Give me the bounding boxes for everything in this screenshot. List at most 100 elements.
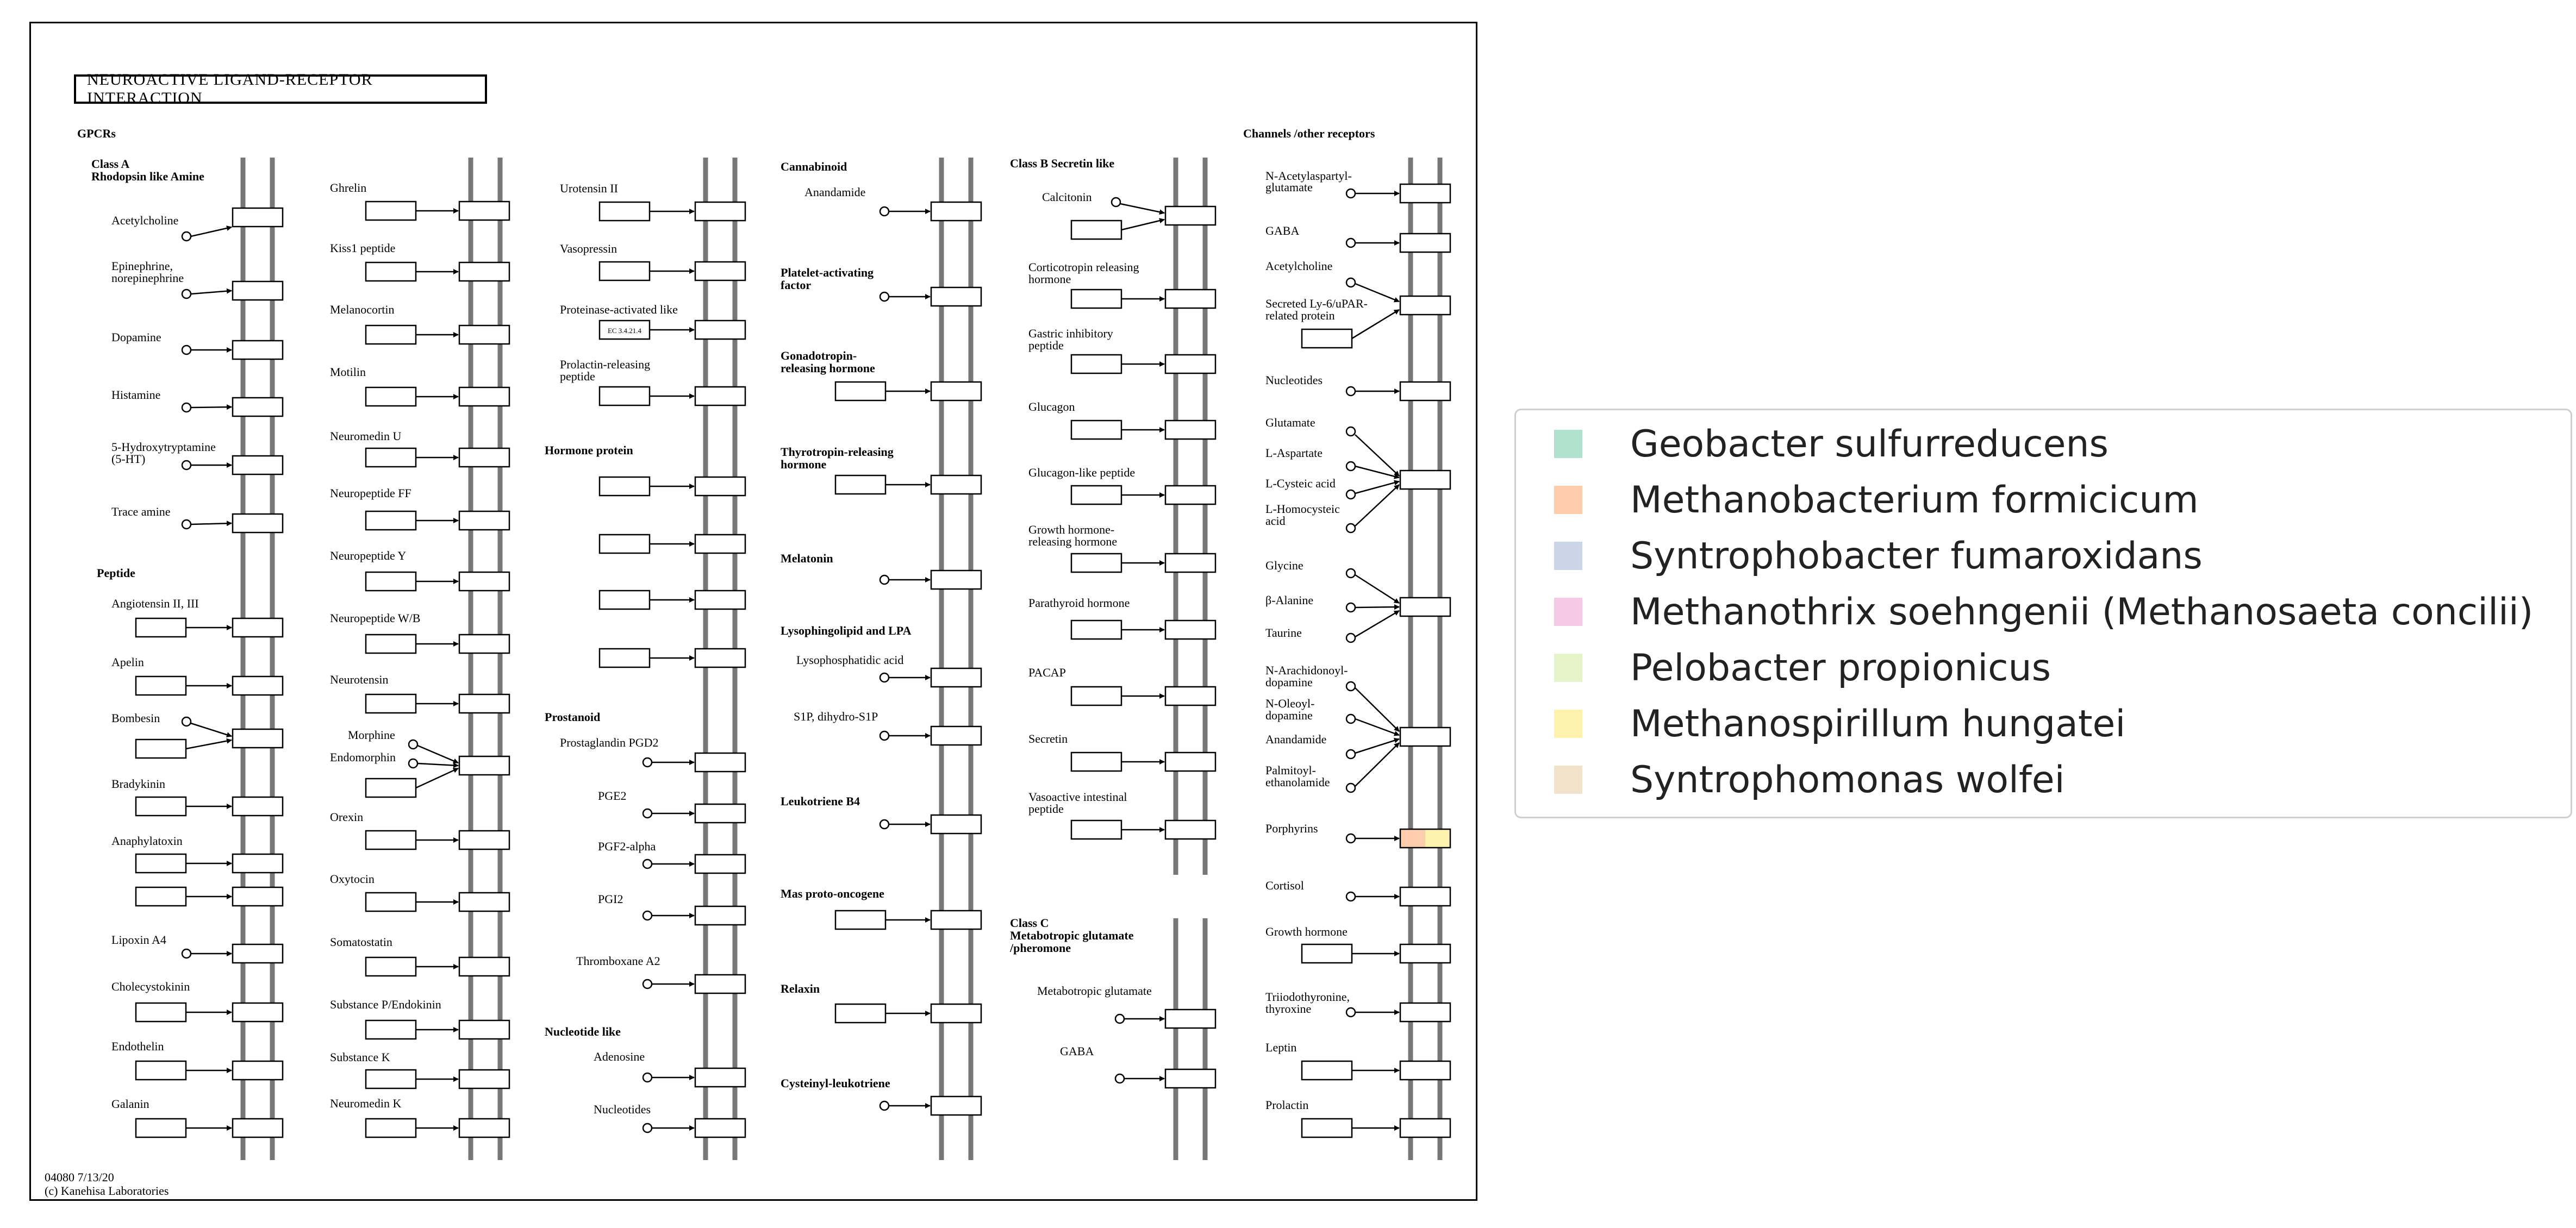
receptor-box bbox=[694, 974, 746, 994]
receptor-box bbox=[930, 201, 982, 222]
ligand-label: peptide bbox=[1028, 339, 1064, 352]
section-label: Cannabinoid bbox=[781, 160, 847, 173]
ligand-box bbox=[365, 510, 417, 531]
ligand-label: N-Arachidonoyl- bbox=[1265, 663, 1348, 677]
ligand-box bbox=[365, 693, 417, 714]
receptor-box bbox=[930, 569, 982, 590]
ligand-label: Vasoactive intestinal bbox=[1028, 790, 1127, 804]
ligand-circle bbox=[181, 344, 192, 355]
binding-arrow bbox=[190, 288, 232, 295]
ligand-label: Histamine bbox=[111, 388, 160, 402]
receptor-box bbox=[232, 207, 284, 228]
ligand-circle bbox=[1345, 602, 1356, 613]
receptor-box bbox=[930, 381, 982, 402]
ligand-circle bbox=[879, 574, 890, 585]
section-label: Class A bbox=[91, 157, 129, 171]
receptor-box bbox=[458, 261, 510, 282]
binding-arrow bbox=[190, 722, 232, 738]
ligand-circle bbox=[1345, 632, 1356, 643]
ligand-circle bbox=[1111, 197, 1121, 208]
ligand-label: Kiss1 peptide bbox=[330, 241, 395, 255]
binding-arrow bbox=[1355, 574, 1400, 604]
ligand-label: Neuropeptide W/B bbox=[330, 611, 420, 625]
ligand-label: PGI2 bbox=[598, 892, 623, 906]
receptor-box bbox=[1164, 1068, 1217, 1089]
ligand-label: Anaphylatoxin bbox=[111, 834, 183, 848]
ligand-label: acid bbox=[1265, 514, 1286, 528]
ligand-box bbox=[598, 261, 651, 281]
ligand-box bbox=[1070, 220, 1122, 240]
section-label: releasing hormone bbox=[781, 361, 875, 375]
receptor-box bbox=[694, 590, 746, 610]
ligand-circle bbox=[1345, 461, 1356, 472]
ligand-circle bbox=[1345, 523, 1356, 534]
receptor-box bbox=[930, 814, 982, 835]
ligand-label: (5-HT) bbox=[111, 452, 145, 466]
ligand-label: Nucleotides bbox=[1265, 373, 1323, 387]
section-label: Hormone protein bbox=[545, 443, 633, 457]
ligand-label: norepinephrine bbox=[111, 271, 184, 285]
ligand-box bbox=[598, 534, 651, 554]
legend-swatch bbox=[1554, 598, 1582, 626]
legend-label: Syntrophomonas wolfei bbox=[1630, 758, 2065, 801]
ligand-box bbox=[135, 796, 187, 817]
legend-label: Methanobacterium formicicum bbox=[1630, 478, 2199, 522]
ligand-box bbox=[1070, 686, 1122, 706]
receptor-box bbox=[232, 853, 284, 874]
receptor-box bbox=[694, 648, 746, 668]
ligand-label: Thromboxane A2 bbox=[576, 954, 660, 968]
ligand-label: Nucleotides bbox=[594, 1102, 651, 1116]
receptor-box bbox=[458, 634, 510, 654]
ligand-box bbox=[365, 956, 417, 977]
receptor-box bbox=[694, 1067, 746, 1088]
ligand-label: Anandamide bbox=[1265, 732, 1326, 746]
receptor-box bbox=[1164, 819, 1217, 840]
ligand-label: Neuropeptide Y bbox=[330, 549, 406, 562]
ligand-label: PGE2 bbox=[598, 789, 627, 803]
ligand-label: releasing hormone bbox=[1028, 535, 1117, 548]
ligand-label: Neuromedin K bbox=[330, 1097, 401, 1110]
ligand-box bbox=[135, 1002, 187, 1023]
ligand-box bbox=[365, 830, 417, 850]
receptor-box bbox=[232, 397, 284, 417]
ligand-label: N-Acetylaspartyl- bbox=[1265, 169, 1352, 183]
legend-label: Syntrophobacter fumaroxidans bbox=[1630, 534, 2203, 578]
ligand-circle bbox=[642, 859, 653, 869]
binding-arrow bbox=[1355, 742, 1400, 787]
ligand-circle bbox=[642, 808, 653, 819]
ligand-label: Melanocortin bbox=[330, 303, 395, 316]
receptor-box bbox=[1399, 726, 1451, 747]
receptor-box bbox=[1399, 233, 1451, 253]
ligand-label: Proteinase-activated like bbox=[560, 303, 678, 316]
ligand-label: Anandamide bbox=[804, 185, 865, 199]
section-label: GPCRs bbox=[77, 127, 116, 140]
receptor-box bbox=[458, 447, 510, 468]
ligand-label: Galanin bbox=[111, 1097, 149, 1111]
ligand-label: Lysophosphatidic acid bbox=[796, 653, 903, 667]
ligand-label: related protein bbox=[1265, 309, 1335, 322]
binding-arrow bbox=[1120, 203, 1165, 215]
ligand-label: Glutamate bbox=[1265, 416, 1315, 429]
section-label: Class B Secretin like bbox=[1010, 156, 1114, 170]
ligand-circle bbox=[1345, 568, 1356, 579]
receptor-box bbox=[1399, 469, 1451, 490]
receptor-box bbox=[1164, 205, 1217, 226]
ligand-box bbox=[365, 261, 417, 282]
receptor-box bbox=[1399, 597, 1451, 617]
ligand-box bbox=[365, 201, 417, 221]
ligand-box bbox=[1301, 328, 1353, 349]
ligand-label: Epinephrine, bbox=[111, 259, 173, 273]
ligand-circle bbox=[181, 289, 192, 299]
receptor-box bbox=[930, 1095, 982, 1116]
binding-arrow bbox=[1355, 687, 1400, 732]
ligand-label: β-Alanine bbox=[1265, 593, 1313, 607]
receptor-box bbox=[232, 1060, 284, 1081]
binding-arrow bbox=[417, 744, 459, 764]
receptor-box bbox=[458, 386, 510, 407]
ligand-label: Bombesin bbox=[111, 711, 160, 725]
section-label: factor bbox=[781, 278, 811, 292]
ligand-label: GABA bbox=[1265, 224, 1299, 237]
ligand-circle bbox=[1345, 426, 1356, 437]
ligand-box bbox=[834, 381, 887, 402]
ligand-circle bbox=[642, 910, 653, 921]
